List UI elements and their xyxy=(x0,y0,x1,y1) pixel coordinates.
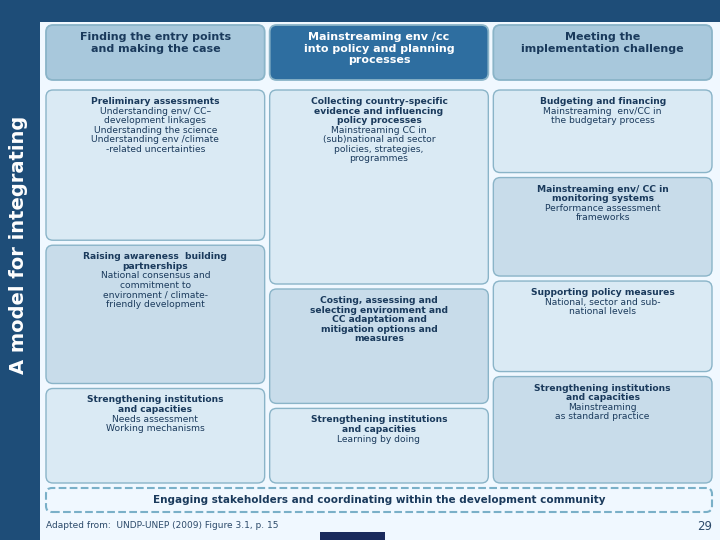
Text: Mainstreaming env /cc
into policy and planning
processes: Mainstreaming env /cc into policy and pl… xyxy=(304,32,454,65)
FancyBboxPatch shape xyxy=(270,25,488,80)
Text: policy processes: policy processes xyxy=(337,116,421,125)
Text: Costing, assessing and: Costing, assessing and xyxy=(320,296,438,305)
Text: Supporting policy measures: Supporting policy measures xyxy=(531,288,675,297)
Text: and capacities: and capacities xyxy=(118,405,192,414)
Text: National consensus and: National consensus and xyxy=(101,272,210,280)
Text: Mainstreaming  env/CC in: Mainstreaming env/CC in xyxy=(544,106,662,116)
Text: friendly development: friendly development xyxy=(106,300,204,309)
Text: as standard practice: as standard practice xyxy=(555,412,650,421)
Text: Learning by doing: Learning by doing xyxy=(338,435,420,443)
FancyBboxPatch shape xyxy=(270,289,488,403)
Text: Meeting the
implementation challenge: Meeting the implementation challenge xyxy=(521,32,684,53)
Text: programmes: programmes xyxy=(350,154,408,164)
Text: Budgeting and financing: Budgeting and financing xyxy=(539,97,666,106)
Text: Understanding env /climate: Understanding env /climate xyxy=(91,136,220,144)
Bar xyxy=(0,0,40,540)
Bar xyxy=(0,0,720,22)
Text: Mainstreaming env/ CC in: Mainstreaming env/ CC in xyxy=(537,185,669,193)
Text: Strengthening institutions: Strengthening institutions xyxy=(311,415,447,424)
Text: Raising awareness  building: Raising awareness building xyxy=(84,252,228,261)
Text: CC adaptation and: CC adaptation and xyxy=(332,315,426,324)
FancyBboxPatch shape xyxy=(493,25,712,80)
Text: Working mechanisms: Working mechanisms xyxy=(106,424,204,433)
Text: Understanding the science: Understanding the science xyxy=(94,126,217,134)
Text: Finding the entry points
and making the case: Finding the entry points and making the … xyxy=(80,32,231,53)
Text: mitigation options and: mitigation options and xyxy=(320,325,437,334)
FancyBboxPatch shape xyxy=(46,245,265,383)
FancyBboxPatch shape xyxy=(493,376,712,483)
Text: (sub)national and sector: (sub)national and sector xyxy=(323,136,436,144)
FancyBboxPatch shape xyxy=(493,90,712,173)
Text: and capacities: and capacities xyxy=(566,393,639,402)
Text: Strengthening institutions: Strengthening institutions xyxy=(87,395,224,404)
Text: commitment to: commitment to xyxy=(120,281,191,290)
Text: frameworks: frameworks xyxy=(575,213,630,222)
Text: Engaging stakeholders and coordinating within the development community: Engaging stakeholders and coordinating w… xyxy=(153,495,606,505)
Text: Collecting country-specific: Collecting country-specific xyxy=(310,97,447,106)
Text: selecting environment and: selecting environment and xyxy=(310,306,448,315)
Text: national levels: national levels xyxy=(570,307,636,316)
Text: Strengthening institutions: Strengthening institutions xyxy=(534,383,671,393)
Text: Understanding env/ CC–: Understanding env/ CC– xyxy=(100,106,211,116)
FancyBboxPatch shape xyxy=(46,488,712,512)
FancyBboxPatch shape xyxy=(46,25,265,80)
Text: Needs assessment: Needs assessment xyxy=(112,415,198,424)
Text: National, sector and sub-: National, sector and sub- xyxy=(545,298,660,307)
Text: -related uncertainties: -related uncertainties xyxy=(106,145,205,154)
Text: monitoring systems: monitoring systems xyxy=(552,194,654,203)
Text: Adapted from:  UNDP-UNEP (2009) Figure 3.1, p. 15: Adapted from: UNDP-UNEP (2009) Figure 3.… xyxy=(46,522,279,530)
Text: A model for integrating: A model for integrating xyxy=(9,116,29,374)
FancyBboxPatch shape xyxy=(270,408,488,483)
FancyBboxPatch shape xyxy=(46,388,265,483)
Text: the budgetary process: the budgetary process xyxy=(551,116,654,125)
Text: partnerships: partnerships xyxy=(122,262,188,271)
Bar xyxy=(320,532,385,540)
FancyBboxPatch shape xyxy=(46,90,265,240)
Text: measures: measures xyxy=(354,334,404,343)
Text: environment / climate-: environment / climate- xyxy=(103,291,208,300)
Text: Mainstreaming: Mainstreaming xyxy=(568,403,637,411)
Text: Mainstreaming CC in: Mainstreaming CC in xyxy=(331,126,427,134)
Text: Performance assessment: Performance assessment xyxy=(545,204,660,213)
FancyBboxPatch shape xyxy=(493,178,712,276)
FancyBboxPatch shape xyxy=(493,281,712,372)
Text: evidence and influencing: evidence and influencing xyxy=(315,106,444,116)
Text: Preliminary assessments: Preliminary assessments xyxy=(91,97,220,106)
Text: 29: 29 xyxy=(697,519,712,532)
Text: policies, strategies,: policies, strategies, xyxy=(334,145,423,154)
FancyBboxPatch shape xyxy=(270,90,488,284)
Text: development linkages: development linkages xyxy=(104,116,206,125)
Text: and capacities: and capacities xyxy=(342,425,416,434)
